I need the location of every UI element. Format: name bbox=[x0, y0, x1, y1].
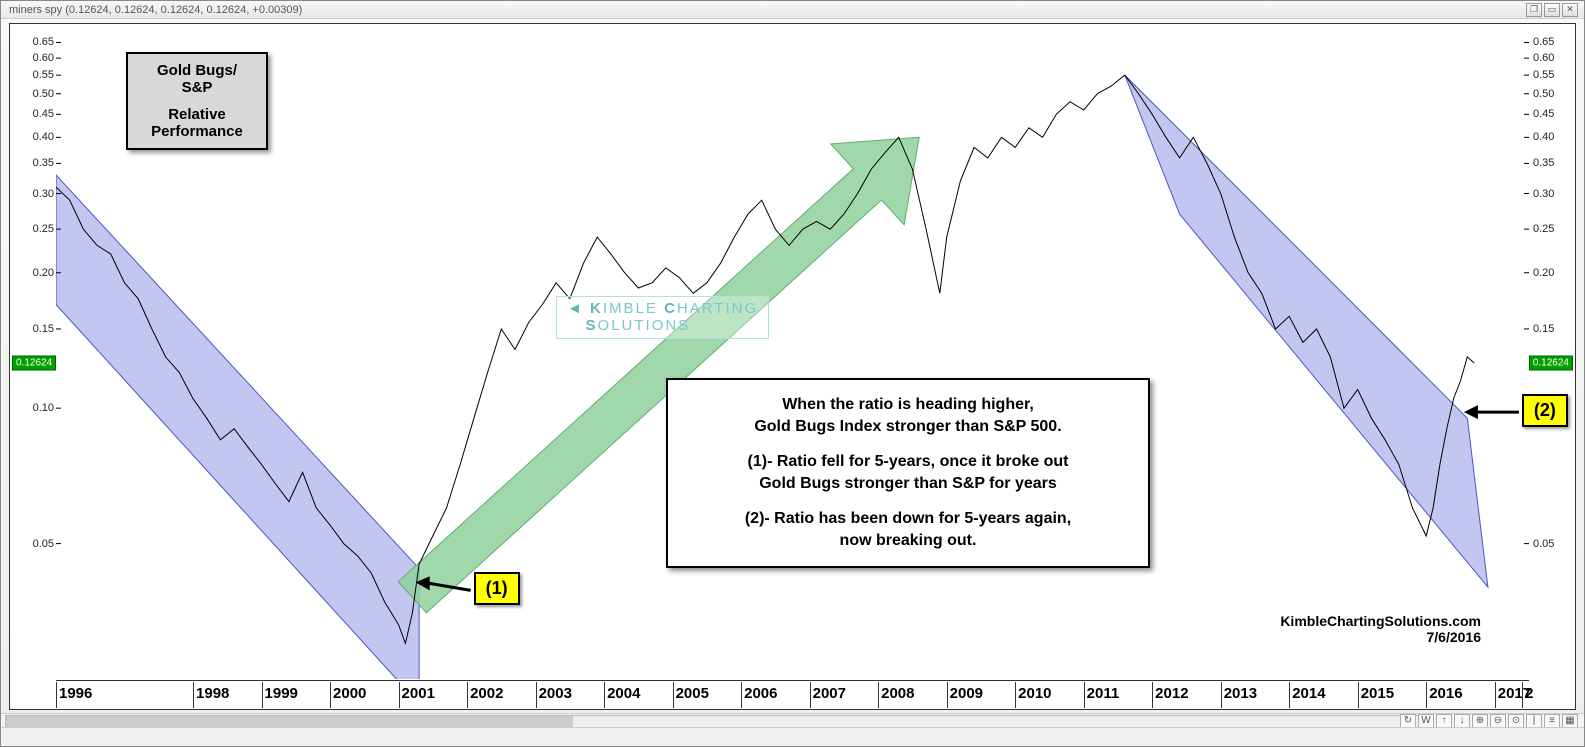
x-tick-label: 2012 bbox=[1152, 682, 1188, 708]
y-tick-label: 0.30 bbox=[1529, 188, 1577, 200]
current-value-left: 0.12624 bbox=[12, 355, 56, 370]
bottom-bar bbox=[1, 727, 1584, 746]
y-tick-label: 0.20 bbox=[1529, 267, 1577, 279]
y-tick-label: 0.60 bbox=[1529, 52, 1577, 64]
x-tick-label: 1996 bbox=[56, 682, 92, 708]
y-tick-label: 0.50 bbox=[10, 88, 58, 100]
y-tick-label: 0.55 bbox=[10, 69, 58, 81]
y-axis-left: 0.65 0.60 0.55 0.50 0.45 0.40 0.35 0.30 0.25 0.20… bbox=[10, 28, 56, 679]
credit-line2: 7/6/2016 bbox=[1280, 629, 1481, 645]
x-tick-label: 2001 bbox=[399, 682, 435, 708]
chart-area: 0.65 0.60 0.55 0.50 0.45 0.40 0.35 0.30 0.25 0.20… bbox=[9, 23, 1576, 710]
y-tick-label: 0.40 bbox=[10, 131, 58, 143]
close-icon[interactable]: ✕ bbox=[1562, 3, 1578, 17]
title-line: S&P bbox=[142, 79, 252, 96]
y-tick-label: 0.60 bbox=[10, 52, 58, 64]
maximize-icon[interactable]: ▭ bbox=[1544, 3, 1560, 17]
y-tick-label: 0.20 bbox=[10, 267, 58, 279]
chart-window: miners spy (0.12624, 0.12624, 0.12624, 0… bbox=[0, 0, 1585, 747]
window-title: miners spy (0.12624, 0.12624, 0.12624, 0… bbox=[9, 4, 302, 16]
y-tick-label: 0.55 bbox=[1529, 69, 1577, 81]
y-tick-label: 0.15 bbox=[10, 323, 58, 335]
toolbar-icon[interactable]: ▦ bbox=[1562, 714, 1578, 728]
toolbar-icon[interactable]: ⊖ bbox=[1490, 714, 1506, 728]
y-tick-label: 0.25 bbox=[1529, 223, 1577, 235]
explain-line: now breaking out. bbox=[688, 530, 1128, 552]
toolbar-icon[interactable]: ≡ bbox=[1544, 714, 1560, 728]
title-annotation-box: Gold Bugs/ S&P Relative Performance bbox=[126, 52, 268, 150]
x-tick-label: 2016 bbox=[1426, 682, 1462, 708]
watermark: ◄ KIMBLE CHARTING SOLUTIONS bbox=[556, 296, 769, 339]
status-bar: ↻W↑↓⊕⊖⊙|≡▦ bbox=[1, 713, 1584, 728]
y-tick-label: 0.40 bbox=[1529, 131, 1577, 143]
title-line: Relative bbox=[142, 106, 252, 123]
explanation-box: When the ratio is heading higher, Gold B… bbox=[666, 378, 1150, 568]
x-tick-label: 2008 bbox=[878, 682, 914, 708]
title-line: Gold Bugs/ bbox=[142, 62, 252, 79]
x-tick-label: 1998 bbox=[193, 682, 229, 708]
toolbar-icon[interactable]: W bbox=[1418, 714, 1434, 728]
y-tick-label: 0.10 bbox=[10, 402, 58, 414]
title-line: Performance bbox=[142, 123, 252, 140]
x-tick-label: 2004 bbox=[604, 682, 640, 708]
y-axis-right: 0.65 0.60 0.55 0.50 0.45 0.40 0.35 0.30 0.25 0.20… bbox=[1529, 28, 1575, 679]
toolbar-icon[interactable]: ↑ bbox=[1436, 714, 1452, 728]
x-tick-label: 2014 bbox=[1289, 682, 1325, 708]
y-tick-label: 0.05 bbox=[10, 538, 58, 550]
explain-line: When the ratio is heading higher, bbox=[688, 394, 1128, 416]
explain-line: (2)- Ratio has been down for 5-years aga… bbox=[688, 508, 1128, 530]
callout-badge-1: (1) bbox=[474, 572, 520, 605]
callout-badge-2: (2) bbox=[1522, 394, 1568, 427]
x-tick-label: 2006 bbox=[741, 682, 777, 708]
toolbar-icon[interactable]: ⊙ bbox=[1508, 714, 1524, 728]
toolbar-icon[interactable]: ⊕ bbox=[1472, 714, 1488, 728]
x-tick-label: 2015 bbox=[1358, 682, 1394, 708]
watermark-line2-rest: OLUTIONS bbox=[598, 317, 691, 334]
toolbar-icons: ↻W↑↓⊕⊖⊙|≡▦ bbox=[1400, 714, 1578, 728]
y-tick-label: 0.05 bbox=[1529, 538, 1577, 550]
y-tick-label: 0.35 bbox=[1529, 157, 1577, 169]
toolbar-icon[interactable]: ↻ bbox=[1400, 714, 1416, 728]
plot-area[interactable]: Gold Bugs/ S&P Relative Performance When… bbox=[56, 28, 1529, 679]
x-tick-label: 2 bbox=[1522, 682, 1533, 708]
x-tick-label: 1999 bbox=[262, 682, 298, 708]
watermark-line1-rest: IMBLE bbox=[603, 300, 664, 317]
y-tick-label: 0.25 bbox=[10, 223, 58, 235]
window-titlebar: miners spy (0.12624, 0.12624, 0.12624, 0… bbox=[1, 1, 1584, 19]
y-tick-label: 0.30 bbox=[10, 188, 58, 200]
x-tick-label: 2010 bbox=[1015, 682, 1051, 708]
toolbar-icon[interactable]: ↓ bbox=[1454, 714, 1470, 728]
x-tick-label: 2011 bbox=[1084, 682, 1120, 708]
x-axis: 1996 1998 1999 2000 2001 2002 2003 2004 2005 2006… bbox=[56, 680, 1529, 709]
y-tick-label: 0.15 bbox=[1529, 323, 1577, 335]
x-tick-label: 2013 bbox=[1221, 682, 1257, 708]
y-tick-label: 0.65 bbox=[10, 36, 58, 48]
x-tick-label: 2002 bbox=[467, 682, 503, 708]
x-tick-label: 2007 bbox=[810, 682, 846, 708]
x-tick-label: 2000 bbox=[330, 682, 366, 708]
x-tick-label: 2005 bbox=[673, 682, 709, 708]
titlebar-buttons: ❐ ▭ ✕ bbox=[1526, 3, 1578, 17]
credit-line1: KimbleChartingSolutions.com bbox=[1280, 613, 1481, 629]
explain-line: Gold Bugs stronger than S&P for years bbox=[688, 473, 1128, 495]
toolbar-icon[interactable]: | bbox=[1526, 714, 1542, 728]
plot-svg bbox=[56, 28, 1529, 679]
y-tick-label: 0.45 bbox=[1529, 108, 1577, 120]
y-tick-label: 0.65 bbox=[1529, 36, 1577, 48]
x-tick-label: 2003 bbox=[536, 682, 572, 708]
credit-text: KimbleChartingSolutions.com 7/6/2016 bbox=[1280, 613, 1481, 645]
x-tick-label: 2009 bbox=[947, 682, 983, 708]
explain-line: Gold Bugs Index stronger than S&P 500. bbox=[688, 416, 1128, 438]
y-tick-label: 0.50 bbox=[1529, 88, 1577, 100]
explain-line: (1)- Ratio fell for 5-years, once it bro… bbox=[688, 451, 1128, 473]
y-tick-label: 0.35 bbox=[10, 157, 58, 169]
restore-icon[interactable]: ❐ bbox=[1526, 3, 1542, 17]
y-tick-label: 0.45 bbox=[10, 108, 58, 120]
current-value-right: 0.12624 bbox=[1529, 355, 1573, 370]
